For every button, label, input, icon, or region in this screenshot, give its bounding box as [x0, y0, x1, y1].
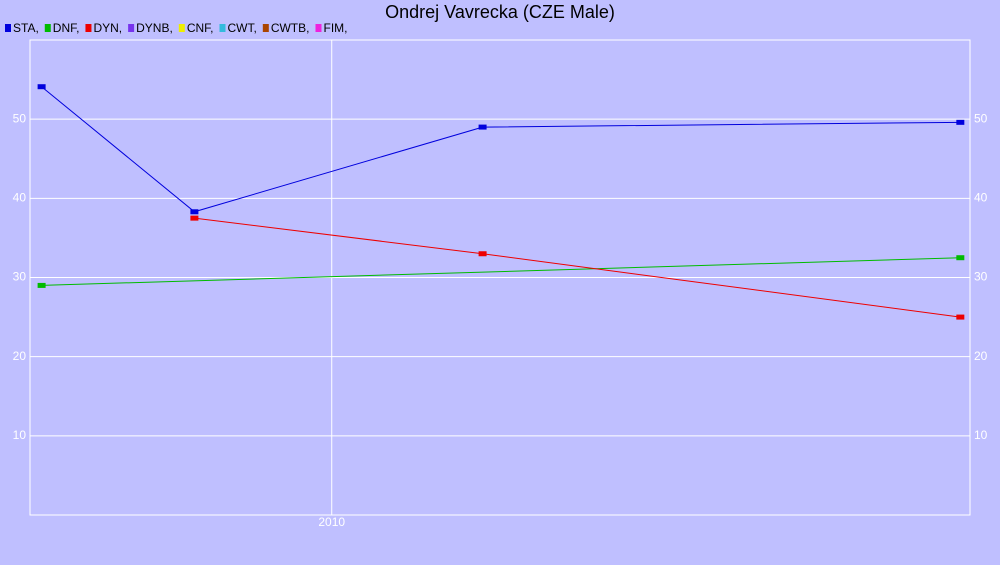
legend-label: CWT, [227, 21, 256, 35]
legend-label: FIM, [323, 21, 347, 35]
series-line [41, 257, 961, 286]
legend-label: CWTB, [271, 21, 310, 35]
y2-tick-label: 50 [974, 111, 988, 125]
point-marker [478, 251, 487, 257]
legend-swatch [85, 24, 92, 32]
legend-swatch [178, 24, 185, 32]
legend-swatch [219, 24, 226, 32]
point-marker [37, 84, 46, 90]
legend-label: DYN, [93, 21, 122, 35]
point-marker [956, 119, 965, 125]
legend-label: CNF, [187, 21, 214, 35]
y2-tick-label: 40 [974, 191, 988, 205]
legend-swatch [128, 24, 135, 32]
point-marker [956, 314, 965, 320]
legend-label: DYNB, [136, 21, 173, 35]
legend-swatch [44, 24, 51, 32]
legend-swatch [315, 24, 322, 32]
point-marker [37, 282, 46, 288]
point-marker [478, 124, 487, 130]
point-marker [956, 255, 965, 261]
legend-label: STA, [13, 21, 39, 35]
point-marker [190, 215, 199, 221]
legend-swatch [5, 24, 11, 32]
y-tick-label: 20 [13, 349, 27, 363]
legend-swatch [262, 24, 269, 32]
y-tick-label: 10 [13, 428, 27, 442]
point-marker [190, 209, 199, 215]
y-tick-label: 30 [13, 270, 27, 284]
y2-tick-label: 30 [974, 270, 988, 284]
x-tick-label: 2010 [318, 515, 345, 529]
y2-tick-label: 10 [974, 428, 988, 442]
legend-label: DNF, [53, 21, 80, 35]
y-tick-label: 50 [13, 111, 27, 125]
y-tick-label: 40 [13, 191, 27, 205]
series-line [41, 86, 961, 213]
y2-tick-label: 20 [974, 349, 988, 363]
chart-title: Ondrej Vavrecka (CZE Male) [385, 2, 615, 22]
